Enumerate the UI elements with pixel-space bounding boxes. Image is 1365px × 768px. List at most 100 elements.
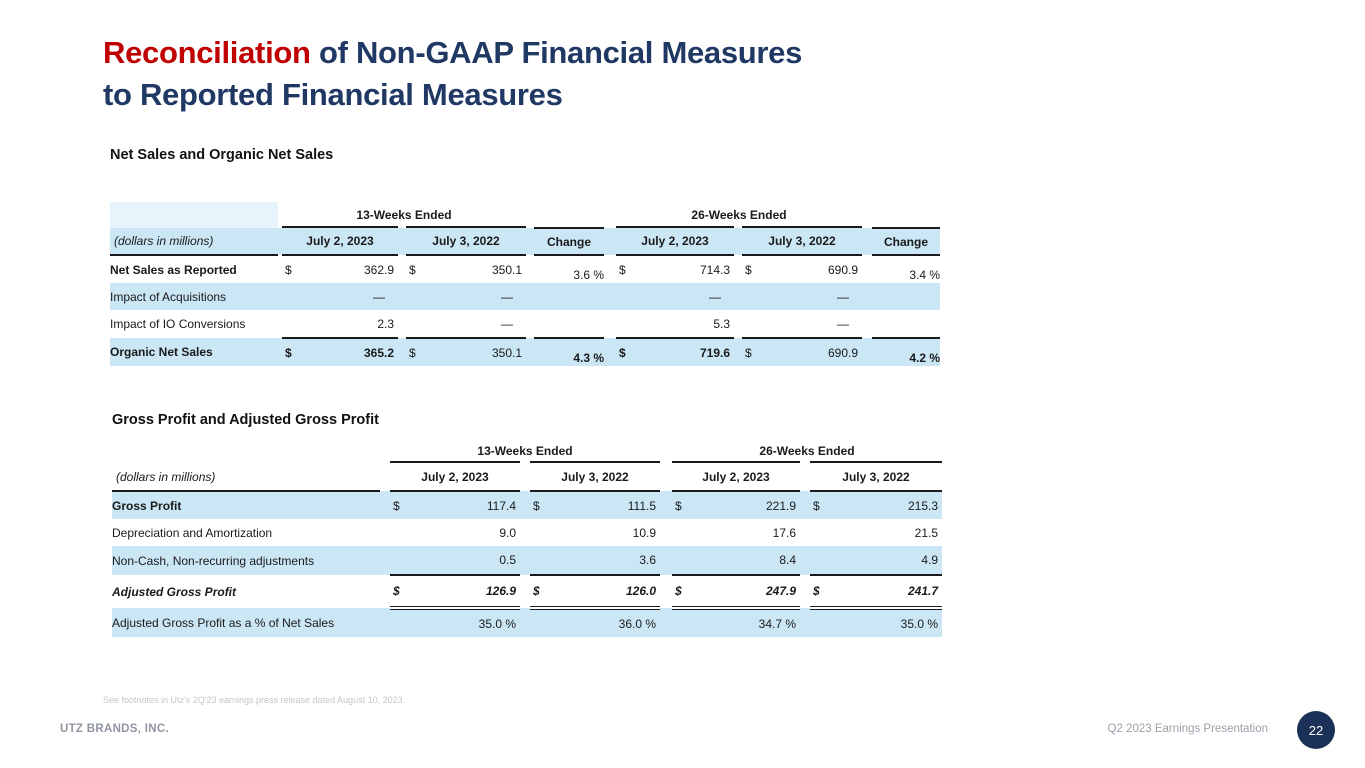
change-cell <box>872 310 940 339</box>
value-cell: — <box>837 289 849 304</box>
value-cell: 4.9 <box>810 546 942 576</box>
table-header-row: (dollars in millions) July 2, 2023 July … <box>112 463 942 492</box>
currency-symbol: $ <box>745 345 752 360</box>
value-cell: $714.3 <box>619 262 730 277</box>
value-cell: 35.0 % <box>478 616 516 631</box>
change-cell: 4.2 % <box>909 350 940 365</box>
value-cell: — <box>406 310 526 339</box>
table-row: 13-Weeks Ended 26-Weeks Ended <box>110 202 940 229</box>
table-row-noncash-adjustments: Non-Cash, Non-recurring adjustments 0.5 … <box>112 546 942 576</box>
value-cell: $719.6 <box>619 345 730 360</box>
net-sales-table: 13-Weeks Ended 26-Weeks Ended (dollars i… <box>110 202 940 366</box>
currency-symbol: $ <box>409 262 416 277</box>
currency-symbol: $ <box>813 584 820 598</box>
unit-label: (dollars in millions) <box>110 228 278 256</box>
value-cell: 2.3 <box>282 310 398 339</box>
value-cell: 8.4 <box>672 546 800 576</box>
table-row-depreciation: Depreciation and Amortization 9.0 10.9 1… <box>112 519 942 546</box>
row-label: Adjusted Gross Profit <box>112 584 237 599</box>
table-row-gross-profit: Gross Profit $117.4 $111.5 $221.9 $215.3 <box>112 491 942 519</box>
currency-symbol: $ <box>533 584 540 598</box>
value-cell: $690.9 <box>745 345 858 360</box>
change-cell: 3.6 % <box>573 267 604 282</box>
gross-profit-section-title: Gross Profit and Adjusted Gross Profit <box>112 412 379 428</box>
group-header-26-weeks: 26-Weeks Ended <box>616 202 862 228</box>
page-number: 22 <box>1308 722 1324 738</box>
value-cell: $362.9 <box>285 262 394 277</box>
title-rest: of Non-GAAP Financial Measures <box>310 35 803 70</box>
value-cell: $241.7 <box>810 575 942 610</box>
title-highlight: Reconciliation <box>103 35 311 70</box>
corner-cell <box>110 202 278 228</box>
row-label: Non-Cash, Non-recurring adjustments <box>112 553 315 568</box>
value-cell: — <box>373 289 385 304</box>
table-row-net-sales-reported: Net Sales as Reported $362.9 $350.1 3.6 … <box>110 255 940 283</box>
value-cell: $247.9 <box>672 575 800 610</box>
page-title: Reconciliation of Non-GAAP Financial Mea… <box>103 32 802 116</box>
currency-symbol: $ <box>745 262 752 277</box>
row-label: Adjusted Gross Profit as a % of Net Sale… <box>112 615 335 630</box>
value-cell: $117.4 <box>393 498 516 513</box>
value-cell: $221.9 <box>675 498 796 513</box>
row-label: Net Sales as Reported <box>110 262 237 277</box>
group-header-26-weeks: 26-Weeks Ended <box>672 438 942 463</box>
value-cell: $126.0 <box>530 575 660 610</box>
column-header: Change <box>534 228 604 256</box>
currency-symbol: $ <box>533 498 540 513</box>
column-header: July 3, 2022 <box>530 463 660 492</box>
row-label: Depreciation and Amortization <box>112 525 273 540</box>
currency-symbol: $ <box>393 584 400 598</box>
unit-label: (dollars in millions) <box>112 463 380 492</box>
value-cell: 21.5 <box>914 525 938 540</box>
value-cell: 35.0 % <box>900 616 938 631</box>
presentation-title: Q2 2023 Earnings Presentation <box>1107 723 1268 735</box>
column-header: July 3, 2022 <box>742 228 862 256</box>
change-cell <box>872 283 940 310</box>
table-header-row: (dollars in millions) July 2, 2023 July … <box>110 228 940 256</box>
column-header: July 2, 2023 <box>616 228 734 256</box>
column-header: July 2, 2023 <box>390 463 520 492</box>
value-cell: $690.9 <box>745 262 858 277</box>
currency-symbol: $ <box>675 498 682 513</box>
column-header: July 3, 2022 <box>810 463 942 492</box>
currency-symbol: $ <box>813 498 820 513</box>
currency-symbol: $ <box>619 345 626 360</box>
change-cell <box>534 310 604 339</box>
table-row: 13-Weeks Ended 26-Weeks Ended <box>112 438 942 463</box>
change-overline-cell <box>534 202 604 229</box>
value-cell: 17.6 <box>772 525 796 540</box>
table-row-agp-percent-net-sales: Adjusted Gross Profit as a % of Net Sale… <box>112 608 942 637</box>
currency-symbol: $ <box>409 345 416 360</box>
currency-symbol: $ <box>393 498 400 513</box>
table-row-organic-net-sales: Organic Net Sales $365.2 $350.1 4.3 % $7… <box>110 338 940 366</box>
row-label: Organic Net Sales <box>110 345 213 359</box>
currency-symbol: $ <box>285 262 292 277</box>
net-sales-section-title: Net Sales and Organic Net Sales <box>110 147 334 163</box>
value-cell: 0.5 <box>390 546 520 576</box>
gross-profit-table: 13-Weeks Ended 26-Weeks Ended (dollars i… <box>112 438 942 637</box>
value-cell: 10.9 <box>632 525 656 540</box>
currency-symbol: $ <box>619 262 626 277</box>
group-header-13-weeks: 13-Weeks Ended <box>282 202 526 228</box>
change-cell: 4.3 % <box>573 350 604 365</box>
value-cell: — <box>501 289 513 304</box>
table-row-impact-acquisitions: Impact of Acquisitions — — — — <box>110 283 940 310</box>
group-header-13-weeks: 13-Weeks Ended <box>390 438 660 463</box>
value-cell: $350.1 <box>409 345 522 360</box>
column-header: Change <box>872 228 940 256</box>
value-cell: — <box>742 310 862 339</box>
footnote: See footnotes in Utz's 2Q'23 earnings pr… <box>103 695 406 705</box>
value-cell: 3.6 <box>530 546 660 576</box>
value-cell: $111.5 <box>533 498 656 513</box>
row-label: Impact of Acquisitions <box>110 289 227 304</box>
value-cell: 36.0 % <box>618 616 656 631</box>
change-cell <box>534 283 604 310</box>
value-cell: 34.7 % <box>758 616 796 631</box>
column-header: July 2, 2023 <box>672 463 800 492</box>
value-cell: $350.1 <box>409 262 522 277</box>
corner-cell <box>112 438 380 463</box>
value-cell: 5.3 <box>616 310 734 339</box>
change-cell: 3.4 % <box>909 267 940 282</box>
value-cell: $126.9 <box>390 575 520 610</box>
